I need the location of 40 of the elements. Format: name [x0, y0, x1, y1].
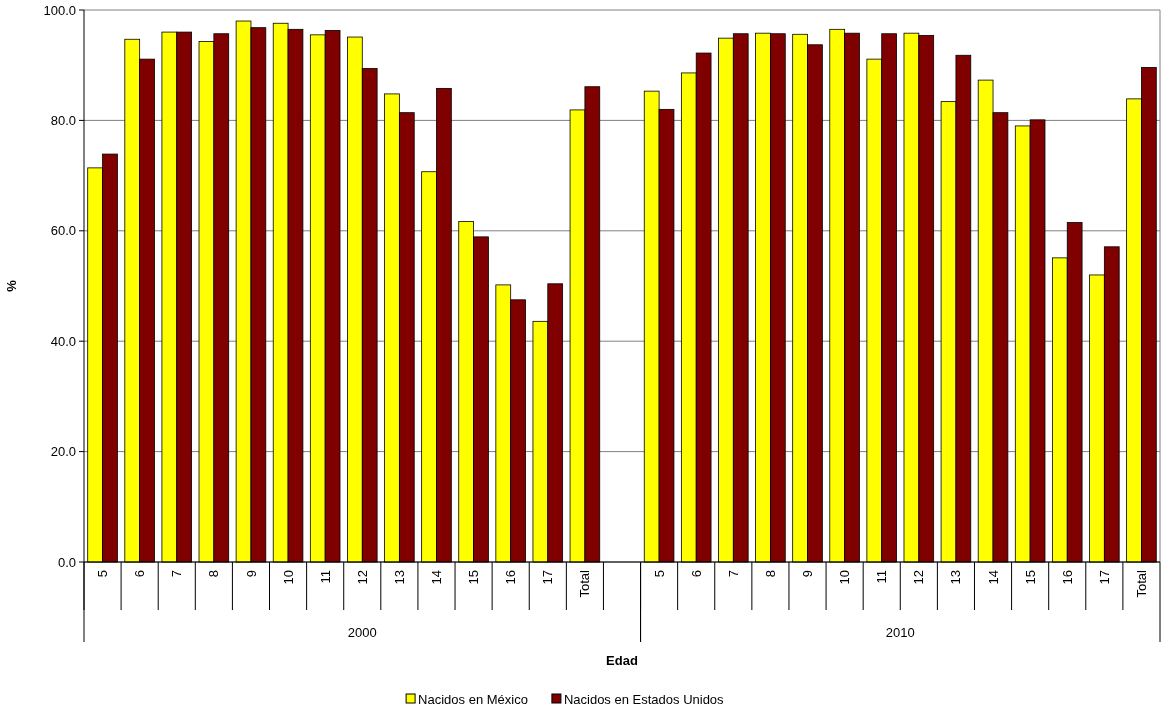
- x-tick-label: 14: [429, 570, 445, 585]
- x-tick-label: 13: [948, 570, 964, 585]
- x-tick-label: 16: [1059, 570, 1075, 585]
- y-tick-label: 20.0: [50, 444, 76, 460]
- x-tick-label: Total: [1134, 569, 1149, 598]
- y-tick-label: 100.0: [43, 2, 76, 18]
- x-tick-label: 13: [391, 570, 407, 585]
- x-tick-label: 5: [651, 570, 667, 578]
- x-tick-label: 11: [317, 570, 333, 584]
- x-tick-label: 6: [688, 570, 704, 578]
- legend-label: Nacidos en Estados Unidos: [563, 691, 725, 707]
- y-tick-label: 40.0: [50, 333, 76, 349]
- x-tick-label: 12: [911, 570, 927, 585]
- x-tick-label: 9: [800, 570, 816, 578]
- x-tick-label: 9: [243, 570, 259, 578]
- x-tick-label: 10: [837, 570, 853, 585]
- x-tick-label: 15: [466, 570, 482, 585]
- x-tick-label: 17: [1096, 570, 1112, 585]
- x-tick-label: 16: [503, 570, 519, 585]
- x-tick-label: 8: [762, 570, 778, 578]
- y-tick-label: 80.0: [50, 112, 76, 128]
- y-axis-title: %: [4, 279, 19, 292]
- text: 2010: [885, 625, 915, 640]
- x-tick-label: 11: [874, 570, 890, 584]
- x-tick-label: 10: [280, 570, 296, 585]
- x-tick-label: 8: [206, 570, 222, 578]
- x-tick-label: 7: [725, 570, 741, 578]
- x-tick-label: 14: [985, 570, 1001, 585]
- y-tick-label: 60.0: [50, 223, 76, 239]
- x-tick-label: 12: [354, 570, 370, 585]
- y-tick-label: 0.0: [57, 554, 76, 570]
- x-tick-label: 6: [132, 570, 148, 578]
- x-tick-label: 7: [169, 570, 185, 578]
- x-axis-title: Edad: [606, 653, 638, 668]
- x-tick-label: Total: [577, 569, 593, 598]
- x-tick-label: 17: [540, 570, 556, 585]
- x-tick-label: 5: [95, 570, 111, 578]
- text: 2000: [347, 625, 377, 640]
- x-tick-label: 15: [1022, 570, 1038, 585]
- legend-label: Nacidos en México: [418, 691, 528, 707]
